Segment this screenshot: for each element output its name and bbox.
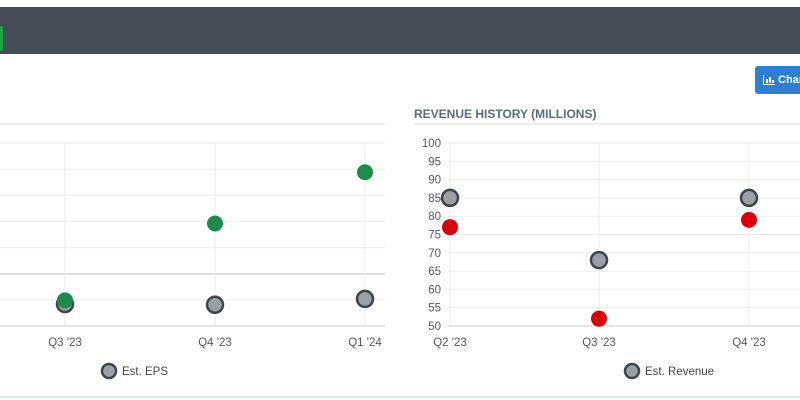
rev-y-tick-label: 55 [428,303,441,315]
eps-legend-label[interactable]: Est. EPS [122,366,168,378]
eps-history-chart: Q3 '23 Q4 '23 Q1 '24 Est. EPS [0,123,385,380]
rev-estimate-point[interactable] [440,188,460,208]
eps-legend-marker [100,362,118,380]
rev-y-tick-label: 100 [422,138,441,150]
rev-y-tick-label: 70 [428,248,441,260]
revenue-chart-title: REVENUE HISTORY (MILLIONS) [414,107,596,121]
rev-y-tick-label: 60 [428,284,441,296]
eps-actual-point[interactable] [357,164,373,181]
eps-x-tick-label: Q1 '24 [348,337,382,349]
eps-x-tick-label: Q3 '23 [48,337,82,349]
rev-y-tick-label: 90 [428,175,441,187]
rev-y-tick-label: 65 [428,266,441,278]
rev-y-tick-label: 50 [428,321,441,333]
chart-button-label: Char [778,74,800,86]
rev-legend-label[interactable]: Est. Revenue [645,366,714,378]
bar-chart-icon [763,75,775,85]
rev-y-tick-label: 85 [428,193,441,205]
top-navbar [0,7,800,54]
eps-actual-point[interactable] [57,292,73,309]
rev-x-tick-label: Q4 '23 [732,337,766,349]
rev-y-tick-label: 95 [428,156,441,168]
rev-estimate-point[interactable] [739,188,759,208]
rev-estimate-point[interactable] [589,250,609,270]
rev-actual-point[interactable] [591,310,607,327]
rev-x-tick-label: Q3 '23 [582,337,616,349]
rev-y-tick-label: 80 [428,211,441,223]
rev-actual-point[interactable] [442,219,458,236]
rev-y-tick-label: 75 [428,230,441,242]
rev-x-tick-label: Q2 '23 [433,337,467,349]
rev-actual-point[interactable] [741,211,757,228]
eps-estimate-point[interactable] [205,295,225,315]
rev-legend-marker [623,362,641,380]
eps-estimate-point[interactable] [355,289,375,309]
eps-actual-point[interactable] [207,215,223,232]
navbar-accent [0,26,3,51]
eps-x-tick-label: Q4 '23 [198,337,232,349]
bottom-border [0,396,800,398]
chart-button[interactable]: Char [755,66,800,94]
